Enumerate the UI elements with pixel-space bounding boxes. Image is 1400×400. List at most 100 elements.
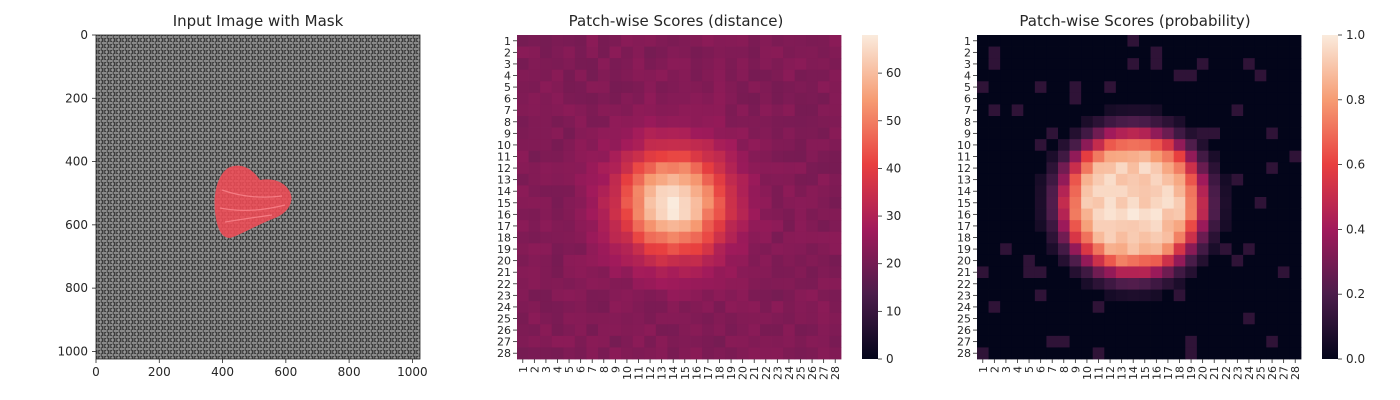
heatmap-cell (1000, 289, 1013, 302)
heatmap-cell (1254, 347, 1267, 360)
heatmap-cell (1092, 243, 1105, 256)
heatmap-cell (1023, 278, 1036, 290)
heatmap-cell (632, 81, 645, 94)
heatmap-cell (1173, 81, 1186, 94)
probability-heatmap-ticks: 1234567891011121314151617181920212223242… (957, 35, 1302, 380)
heatmap-cell (1196, 220, 1209, 233)
heatmap-cell (794, 347, 807, 360)
heatmap-cell (655, 197, 668, 209)
heatmap-cell (528, 81, 541, 94)
heatmap-cell (528, 46, 541, 59)
heatmap-cell (1115, 208, 1128, 221)
heatmap-cell (1277, 81, 1290, 94)
heatmap-cell (1104, 127, 1117, 140)
heatmap-cell (1104, 335, 1117, 348)
heatmap-cell (644, 324, 657, 337)
heatmap-cell (690, 46, 703, 59)
heatmap-cell (1231, 266, 1244, 279)
heatmap-cell (1220, 301, 1232, 314)
heatmap-cell (621, 69, 634, 82)
heatmap-cell (713, 278, 726, 290)
heatmap-cell (1069, 69, 1082, 82)
heatmap-cell (1000, 69, 1013, 82)
heatmap-cell (748, 116, 761, 128)
heatmap-cell (736, 139, 749, 152)
heatmap-cell (621, 335, 634, 348)
heatmap-cell (1046, 81, 1059, 94)
heatmap-cell (1277, 254, 1290, 267)
heatmap-cell (1000, 104, 1013, 117)
heatmap-cell (1277, 335, 1290, 348)
heatmap-cell (1069, 139, 1082, 152)
heatmap-cell (644, 347, 657, 360)
heatmap-cell (806, 162, 819, 175)
heatmap-cell (1208, 104, 1221, 117)
heatmap-cell (598, 278, 610, 290)
heatmap-cell (1127, 254, 1140, 267)
heatmap-cell (1162, 150, 1175, 163)
heatmap-cell (574, 162, 587, 175)
heatmap-cell (1173, 289, 1186, 302)
heatmap-cell (1150, 289, 1163, 302)
heatmap-cell (540, 104, 553, 117)
heatmap-cell (771, 208, 784, 221)
heatmap-cell (1069, 173, 1082, 186)
heatmap-cell (1000, 116, 1013, 128)
heatmap-cell (1046, 185, 1059, 198)
heatmap-cell (771, 173, 784, 186)
heatmap-cell (725, 69, 738, 82)
heatmap-cell (1139, 58, 1151, 71)
heatmap-cell (748, 289, 761, 302)
heatmap-cell (1150, 197, 1163, 209)
heatmap-cell (1127, 289, 1140, 302)
heatmap-cell (1069, 150, 1082, 163)
heatmap-cell (713, 139, 726, 152)
heatmap-cell (1034, 150, 1047, 163)
heatmap-cell (690, 220, 703, 233)
row-tick-label: 20 (497, 255, 511, 268)
heatmap-cell (794, 289, 807, 302)
heatmap-cell (988, 312, 1001, 325)
heatmap-cell (644, 46, 657, 59)
heatmap-cell (713, 301, 726, 314)
heatmap-cell (517, 35, 529, 47)
heatmap-cell (690, 208, 703, 221)
heatmap-cell (783, 46, 796, 59)
heatmap-cell (644, 127, 657, 140)
heatmap-cell (1289, 139, 1302, 152)
heatmap-cell (783, 81, 796, 94)
heatmap-cell (1266, 220, 1279, 233)
heatmap-cell (736, 266, 749, 279)
heatmap-cell (586, 185, 599, 198)
heatmap-cell (621, 324, 634, 337)
heatmap-cell (817, 162, 830, 175)
heatmap-cell (748, 301, 761, 314)
heatmap-cell (1127, 301, 1140, 314)
col-tick-label: 4 (1012, 366, 1025, 373)
heatmap-cell (1220, 116, 1232, 128)
heatmap-cell (1139, 162, 1151, 175)
heatmap-cell (632, 139, 645, 152)
heatmap-cell (806, 127, 819, 140)
heatmap-cell (1173, 116, 1186, 128)
heatmap-cell (517, 243, 529, 256)
heatmap-cell (586, 231, 599, 244)
heatmap-cell (1034, 197, 1047, 209)
heatmap-cell (586, 289, 599, 302)
col-tick-label: 25 (1255, 366, 1268, 380)
heatmap-cell (1266, 208, 1279, 221)
heatmap-cell (1196, 139, 1209, 152)
heatmap-cell (1254, 139, 1267, 152)
heatmap-cell (517, 81, 529, 94)
row-tick-label: 10 (957, 139, 971, 152)
heatmap-cell (563, 35, 576, 47)
heatmap-cell (551, 231, 564, 244)
heatmap-cell (1139, 197, 1151, 209)
heatmap-cell (748, 69, 761, 82)
heatmap-cell (609, 301, 622, 314)
heatmap-cell (771, 69, 784, 82)
x-tick-label: 0 (92, 365, 100, 379)
heatmap-cell (528, 335, 541, 348)
heatmap-cell (1139, 185, 1151, 198)
col-tick-label: 21 (748, 366, 761, 380)
